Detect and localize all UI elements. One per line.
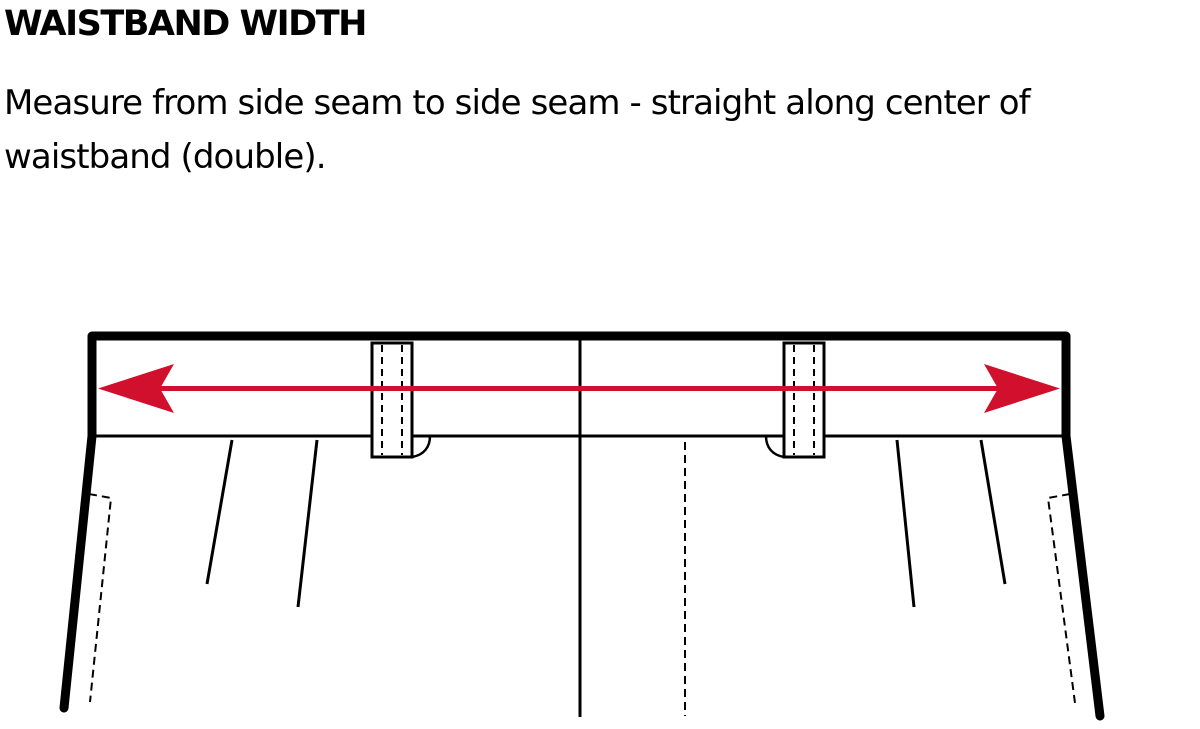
page-title: WAISTBAND WIDTH xyxy=(4,4,367,44)
pleat-line-left-2 xyxy=(296,439,319,608)
measurement-instructions: Measure from side seam to side seam - st… xyxy=(4,83,1031,177)
waistband-top-edge xyxy=(87,331,1071,351)
pocket-stitching-left xyxy=(88,493,113,703)
left-side-seam xyxy=(59,341,97,713)
pleat-line-right-1 xyxy=(895,439,916,608)
pleat-line-left-1 xyxy=(205,439,234,585)
measurement-arrow xyxy=(98,364,1060,413)
pleat-line-right-2 xyxy=(979,439,1007,585)
right-side-seam xyxy=(1061,341,1105,721)
belt-loop-right xyxy=(764,341,826,459)
belt-loop-left xyxy=(370,341,432,459)
pocket-stitching-right xyxy=(1046,493,1076,704)
